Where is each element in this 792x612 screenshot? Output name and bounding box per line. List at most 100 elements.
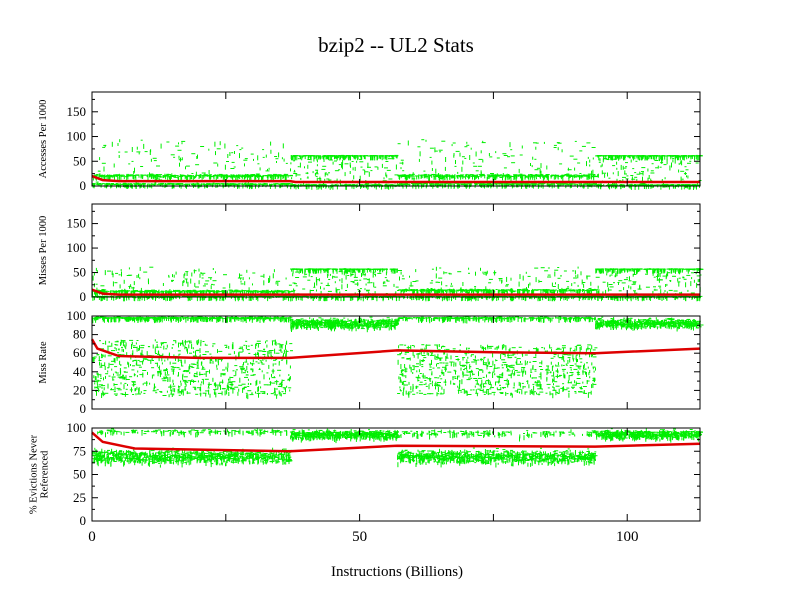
data-point bbox=[514, 175, 517, 177]
data-point bbox=[464, 157, 467, 159]
data-point bbox=[480, 174, 482, 178]
data-point bbox=[385, 155, 387, 160]
data-point bbox=[454, 289, 456, 292]
data-point bbox=[536, 177, 537, 180]
data-point bbox=[173, 274, 175, 278]
data-point bbox=[312, 171, 314, 174]
data-point bbox=[440, 183, 442, 186]
data-point bbox=[209, 291, 211, 294]
data-point bbox=[119, 290, 120, 293]
data-point bbox=[502, 173, 504, 175]
data-point bbox=[315, 155, 317, 159]
data-point bbox=[348, 184, 352, 186]
data-point bbox=[316, 164, 318, 167]
data-point bbox=[389, 184, 393, 186]
data-point bbox=[248, 277, 250, 280]
data-point bbox=[93, 272, 95, 276]
data-point bbox=[364, 268, 366, 273]
data-point bbox=[202, 290, 204, 296]
data-point bbox=[198, 268, 200, 272]
data-point bbox=[144, 174, 147, 176]
data-point bbox=[111, 296, 113, 301]
data-point bbox=[308, 161, 312, 163]
data-point bbox=[100, 290, 102, 292]
data-point bbox=[385, 161, 389, 162]
data-point bbox=[96, 174, 99, 175]
data-point bbox=[518, 168, 520, 173]
data-point bbox=[640, 173, 644, 175]
data-point bbox=[396, 155, 398, 159]
data-point bbox=[449, 176, 451, 180]
data-point bbox=[294, 283, 297, 285]
data-point bbox=[425, 175, 427, 178]
data-point bbox=[285, 162, 288, 164]
data-point bbox=[345, 184, 347, 190]
data-point bbox=[217, 163, 219, 167]
data-point bbox=[545, 175, 547, 179]
data-point bbox=[191, 173, 194, 174]
data-point bbox=[264, 183, 267, 185]
data-point bbox=[448, 183, 450, 187]
data-point bbox=[376, 155, 378, 161]
data-point bbox=[238, 290, 243, 292]
data-point bbox=[327, 290, 332, 292]
data-point bbox=[532, 175, 534, 180]
data-point bbox=[353, 175, 355, 180]
data-point bbox=[101, 162, 106, 164]
data-point bbox=[195, 286, 199, 288]
data-point bbox=[384, 184, 386, 190]
data-point bbox=[230, 184, 232, 186]
data-point bbox=[323, 268, 325, 273]
data-point bbox=[695, 162, 699, 164]
data-point bbox=[138, 152, 140, 155]
data-point bbox=[148, 296, 150, 300]
data-point bbox=[123, 175, 125, 180]
data-point bbox=[292, 268, 297, 270]
data-point bbox=[295, 277, 300, 278]
data-point bbox=[420, 289, 425, 291]
data-point bbox=[188, 290, 190, 292]
data-point bbox=[167, 182, 172, 184]
data-point bbox=[397, 290, 400, 291]
data-point bbox=[670, 155, 672, 160]
data-point bbox=[466, 144, 470, 146]
data-point bbox=[510, 296, 512, 302]
data-point bbox=[434, 290, 437, 292]
data-point bbox=[549, 289, 551, 293]
data-point bbox=[261, 176, 263, 180]
data-point bbox=[150, 158, 152, 162]
data-point bbox=[246, 176, 250, 177]
data-point bbox=[501, 289, 504, 291]
data-point bbox=[578, 295, 580, 301]
data-point bbox=[562, 183, 565, 185]
data-point bbox=[208, 170, 210, 174]
data-point bbox=[478, 158, 483, 160]
data-point bbox=[278, 174, 283, 176]
data-point bbox=[281, 157, 283, 160]
data-point bbox=[524, 296, 526, 302]
data-point bbox=[680, 176, 682, 182]
data-point bbox=[191, 175, 194, 177]
data-point bbox=[151, 289, 155, 291]
data-point bbox=[677, 184, 681, 185]
data-point bbox=[544, 290, 546, 293]
data-point bbox=[367, 268, 371, 270]
data-point bbox=[157, 183, 160, 185]
data-point bbox=[520, 182, 523, 184]
data-point bbox=[227, 183, 232, 185]
data-point bbox=[144, 289, 149, 291]
data-point bbox=[429, 290, 431, 296]
data-point bbox=[281, 290, 283, 296]
data-point bbox=[686, 175, 687, 178]
data-point bbox=[337, 155, 341, 157]
data-point bbox=[288, 290, 290, 293]
data-point bbox=[238, 183, 242, 185]
data-point bbox=[354, 283, 359, 285]
data-point bbox=[132, 286, 134, 292]
data-point bbox=[237, 175, 239, 179]
data-point bbox=[461, 289, 463, 293]
data-point bbox=[179, 296, 181, 300]
data-point bbox=[283, 183, 288, 185]
data-point bbox=[114, 174, 119, 176]
data-point bbox=[517, 289, 518, 294]
